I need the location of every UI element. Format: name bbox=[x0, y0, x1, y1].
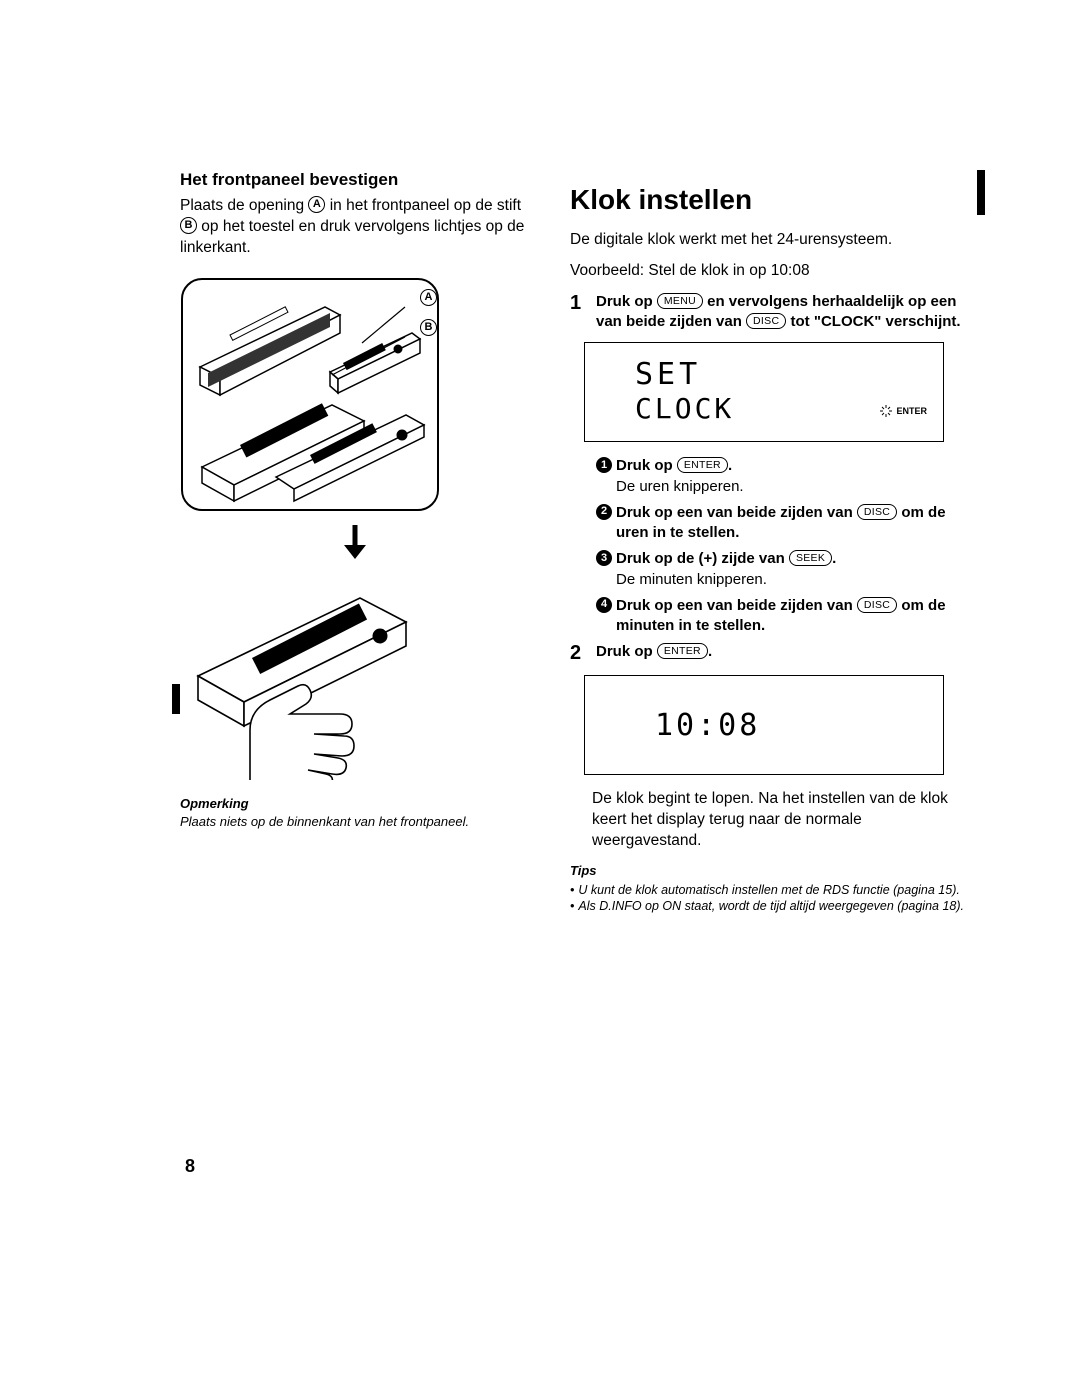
circle-a-inline: A bbox=[308, 196, 325, 213]
step-2-number: 2 bbox=[570, 642, 592, 665]
ss4-a: Druk op een van beide zijden van bbox=[616, 597, 857, 614]
keycap-seek: SEEK bbox=[789, 550, 832, 566]
right-intro2: Voorbeeld: Stel de klok in op 10:08 bbox=[570, 261, 970, 282]
manual-page: Het frontpaneel bevestigen Plaats de ope… bbox=[0, 0, 1080, 1397]
tip-2: •Als D.INFO op ON staat, wordt de tijd a… bbox=[570, 898, 970, 914]
s1-frag3: tot "CLOCK" verschijnt. bbox=[786, 313, 960, 330]
illus-label-b: B bbox=[420, 319, 437, 336]
substep-4: 4 Druk op een van beide zijden van DISC … bbox=[570, 596, 970, 637]
illustration-top-wrap: A B bbox=[180, 269, 530, 517]
right-title: Klok instellen bbox=[570, 184, 970, 216]
circled-2: 2 bbox=[596, 504, 612, 520]
note-block: Opmerking Plaats niets op de binnenkant … bbox=[180, 795, 530, 831]
note-title: Opmerking bbox=[180, 796, 249, 811]
down-arrow-icon bbox=[180, 523, 530, 566]
illustration-bottom bbox=[180, 580, 440, 780]
tip-1-text: U kunt de klok automatisch instellen met… bbox=[578, 882, 959, 898]
ss1-a: Druk op bbox=[616, 457, 677, 474]
substep-3: 3 Druk op de (+) zijde van SEEK. De minu… bbox=[570, 549, 970, 590]
lcd-time-value: 10:08 bbox=[655, 708, 933, 743]
ss1-b: . bbox=[728, 457, 732, 474]
ss3-a: Druk op de (+) zijde van bbox=[616, 550, 789, 567]
circle-b-inline: B bbox=[180, 217, 197, 234]
keycap-menu: MENU bbox=[657, 293, 703, 309]
s2-frag2: . bbox=[708, 643, 712, 660]
ss3-plain: De minuten knipperen. bbox=[616, 571, 767, 588]
lcd-enter-indicator: ENTER bbox=[880, 405, 927, 417]
after-text: De klok begint te lopen. Na het instelle… bbox=[570, 789, 970, 852]
step-1-body: Druk op MENU en vervolgens herhaaldelijk… bbox=[596, 292, 970, 333]
illustration-top bbox=[180, 277, 440, 512]
s2-frag1: Druk op bbox=[596, 643, 657, 660]
step-1: 1 Druk op MENU en vervolgens herhaaldeli… bbox=[570, 292, 970, 333]
page-number: 8 bbox=[185, 1156, 195, 1177]
left-subheading: Het frontpaneel bevestigen bbox=[180, 170, 530, 190]
ss3-b: . bbox=[832, 550, 836, 567]
left-paragraph: Plaats de opening A in het frontpaneel o… bbox=[180, 196, 530, 259]
lcd-line1: SET bbox=[635, 357, 933, 392]
right-column: Klok instellen De digitale klok werkt me… bbox=[570, 170, 970, 915]
step-2-body: Druk op ENTER. bbox=[596, 642, 970, 665]
left-para-frag1: Plaats de opening bbox=[180, 197, 308, 214]
keycap-disc: DISC bbox=[746, 313, 786, 329]
tips-list: •U kunt de klok automatisch instellen me… bbox=[570, 882, 970, 915]
step-1-number: 1 bbox=[570, 292, 592, 333]
lcd-enter-text: ENTER bbox=[896, 406, 927, 416]
left-para-frag2: in het frontpaneel op de stift bbox=[325, 197, 521, 214]
note-body: Plaats niets op de binnenkant van het fr… bbox=[180, 814, 469, 829]
flash-icon bbox=[880, 405, 892, 417]
circled-4: 4 bbox=[596, 597, 612, 613]
circled-1: 1 bbox=[596, 457, 612, 473]
step-2: 2 Druk op ENTER. bbox=[570, 642, 970, 665]
substep-1: 1 Druk op ENTER. De uren knipperen. bbox=[570, 456, 970, 497]
keycap-enter-2: ENTER bbox=[657, 643, 708, 659]
left-para-frag3: op het toestel en druk vervolgens lichtj… bbox=[180, 218, 524, 256]
keycap-enter-1: ENTER bbox=[677, 457, 728, 473]
edge-tab-right bbox=[977, 170, 985, 215]
keycap-disc-2: DISC bbox=[857, 504, 897, 520]
right-intro1: De digitale klok werkt met het 24-urensy… bbox=[570, 230, 970, 251]
left-column: Het frontpaneel bevestigen Plaats de ope… bbox=[180, 170, 530, 915]
tip-1: •U kunt de klok automatisch instellen me… bbox=[570, 882, 970, 898]
edge-tab-left bbox=[172, 684, 180, 714]
circled-3: 3 bbox=[596, 550, 612, 566]
tips-title: Tips bbox=[570, 863, 597, 878]
tip-2-text: Als D.INFO op ON staat, wordt de tijd al… bbox=[578, 898, 964, 914]
substep-2: 2 Druk op een van beide zijden van DISC … bbox=[570, 503, 970, 544]
ss2-a: Druk op een van beide zijden van bbox=[616, 504, 857, 521]
lcd-display-time: 10:08 bbox=[584, 675, 944, 775]
keycap-disc-4: DISC bbox=[857, 597, 897, 613]
illus-label-a: A bbox=[420, 289, 437, 306]
tips-block: Tips •U kunt de klok automatisch instell… bbox=[570, 862, 970, 915]
two-column-layout: Het frontpaneel bevestigen Plaats de ope… bbox=[180, 170, 980, 915]
s1-frag1: Druk op bbox=[596, 293, 657, 310]
lcd-display-set-clock: SET CLOCK ENTER bbox=[584, 342, 944, 442]
ss1-plain: De uren knipperen. bbox=[616, 478, 744, 495]
